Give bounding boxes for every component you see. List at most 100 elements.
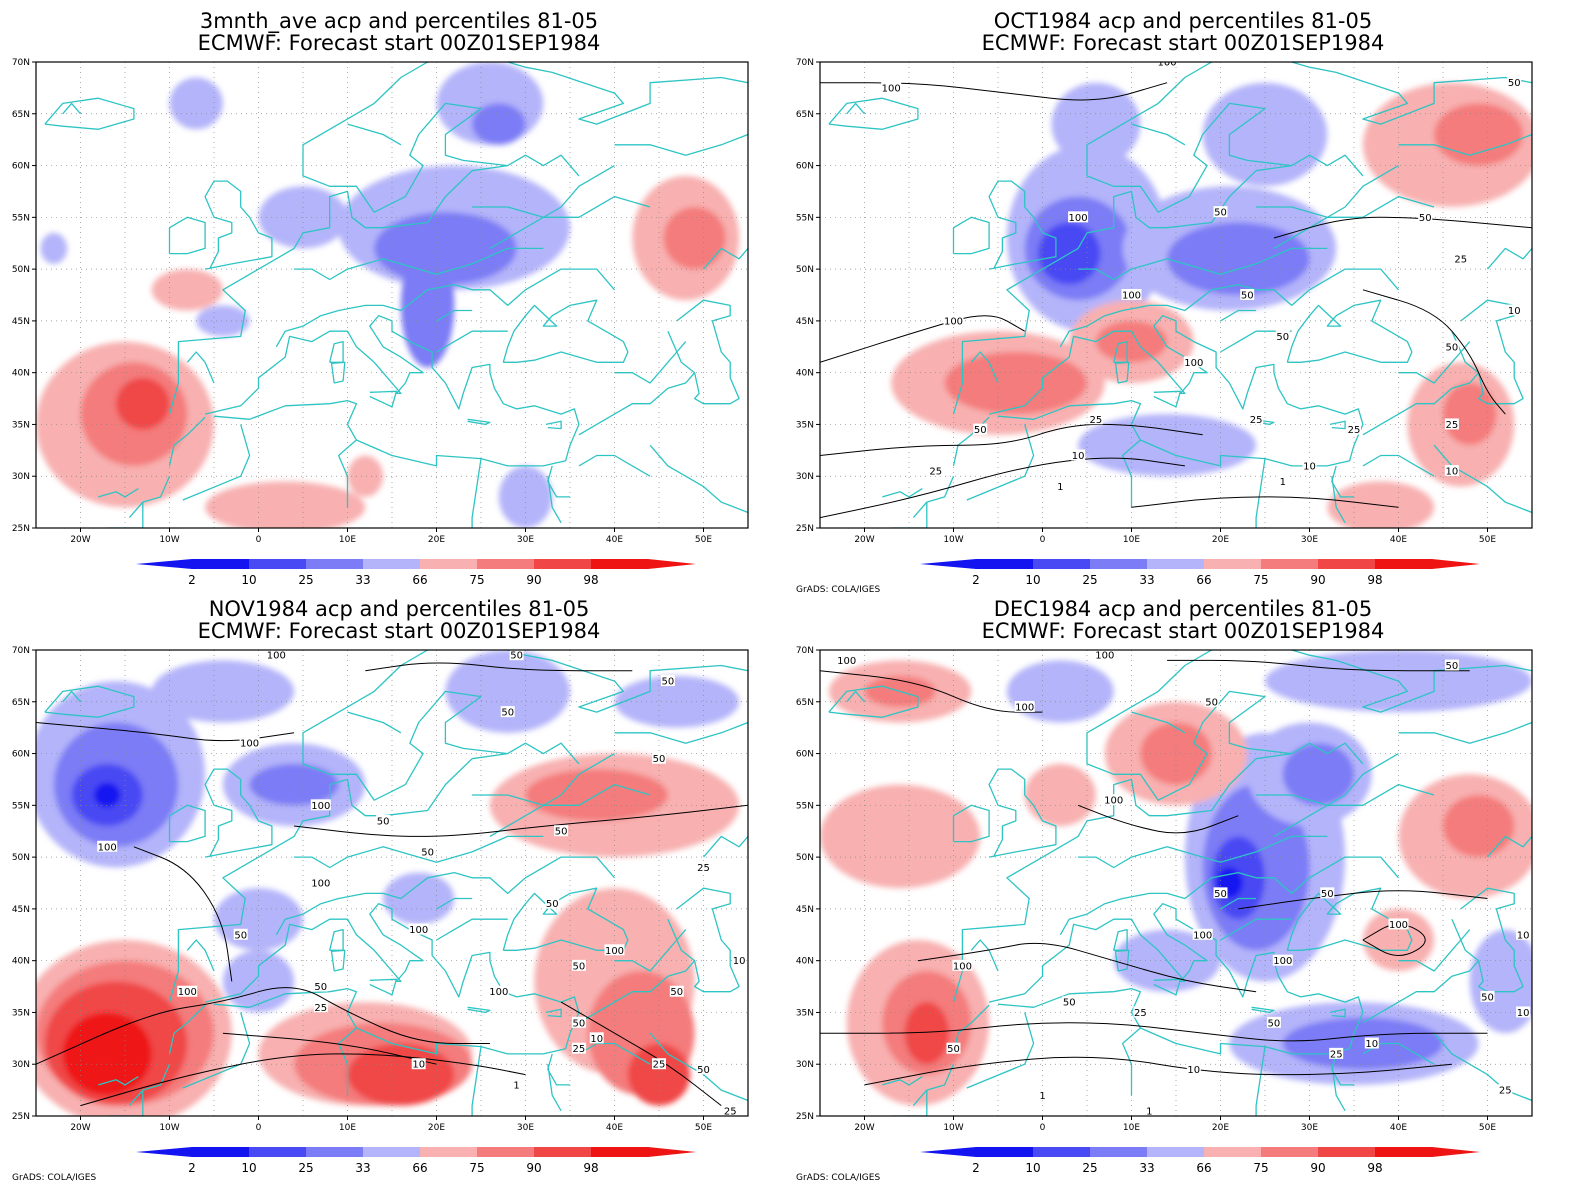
coastline <box>471 458 482 528</box>
percentile-area-25 <box>472 103 526 145</box>
contour-label: 25 <box>1454 254 1467 265</box>
contour-label: 50 <box>670 987 683 998</box>
lon-tick-label: 40E <box>1390 535 1407 545</box>
coastline <box>128 1063 171 1107</box>
legend-swatch-75 <box>477 559 534 569</box>
map-plot: 25N 30N 35N 40N 45N 50N 55N 60N 65N 70N 20W 10W 0 10E… <box>12 58 749 587</box>
coastline <box>1131 711 1186 734</box>
legend-swatch-10 <box>249 559 306 569</box>
percentile-area-25 <box>1282 1017 1443 1070</box>
coastline <box>168 804 206 843</box>
contour-label-bg <box>1204 695 1219 707</box>
coastline <box>1362 372 1480 436</box>
percentile-area-75 <box>1443 794 1515 858</box>
lon-tick-label: 20W <box>70 535 90 545</box>
legend-swatch-90 <box>534 1147 591 1157</box>
contour-label-bg <box>1444 418 1459 430</box>
percentile-area-25 <box>1167 222 1310 295</box>
legend-swatch-33 <box>363 559 420 569</box>
coastline <box>502 299 629 363</box>
contour-label-bg <box>1302 459 1317 471</box>
panel-oct1984: OCT1984 acp and percentiles 81-05 ECMWF:… <box>784 0 1582 598</box>
coastline <box>436 918 508 941</box>
contour-label: 100 <box>953 961 972 972</box>
lon-axis: 20W 10W 0 10E 20E 30E 40E 50E <box>854 1116 1496 1133</box>
contour-label: 50 <box>1321 889 1334 900</box>
coastline <box>1078 835 1328 869</box>
coastline <box>369 390 398 408</box>
lat-tick-label: 25N <box>796 524 814 534</box>
contour-line <box>80 1053 526 1107</box>
coastline <box>1273 165 1399 249</box>
contour-label-bg <box>239 737 260 749</box>
legend-swatch-2 <box>192 559 249 569</box>
percentile-area-25 <box>1282 743 1354 806</box>
lat-tick-label: 25N <box>12 1112 30 1122</box>
percentile-shading <box>36 62 740 528</box>
contour-label: 100 <box>605 946 624 957</box>
contour-label: 10 <box>1517 1008 1530 1019</box>
percentile-area-33 <box>196 305 250 337</box>
contour-label-bg <box>1213 887 1228 899</box>
coastline <box>1329 420 1346 430</box>
contour-label-bg <box>1094 650 1115 661</box>
map-area <box>36 62 748 528</box>
panel-title: NOV1984 acp and percentiles 81-05 <box>208 597 590 621</box>
panel-subtitle: ECMWF: Forecast start 00Z01SEP1984 <box>197 31 601 55</box>
contour-label-bg <box>604 944 625 956</box>
coastline <box>489 165 615 249</box>
coastline <box>1121 1027 1141 1096</box>
legend-label: 90 <box>1310 573 1325 587</box>
percentile-area-33 <box>445 650 570 733</box>
contour-label: 50 <box>546 899 559 910</box>
contour-label: 100 <box>98 842 117 853</box>
contour-label: 100 <box>1122 291 1141 302</box>
legend-label: 66 <box>412 573 427 587</box>
coastline <box>1273 753 1399 837</box>
coastline <box>846 690 865 703</box>
coastline <box>988 768 1057 858</box>
coastline <box>578 372 696 436</box>
legend-arrow-left <box>136 1147 192 1157</box>
legend-label: 25 <box>1082 573 1097 587</box>
lat-tick-label: 60N <box>796 162 814 172</box>
legend-swatch-66 <box>1204 559 1261 569</box>
lat-tick-label: 25N <box>796 1112 814 1122</box>
lon-tick-label: 40E <box>606 1123 623 1133</box>
coastline <box>507 154 580 177</box>
lon-axis: 20W 10W 0 10E 20E 30E 40E 50E <box>70 1116 712 1133</box>
lon-tick-label: 10E <box>1123 535 1140 545</box>
coastline <box>882 1076 923 1086</box>
percentile-area-66 <box>205 481 366 528</box>
contour-line <box>294 804 748 837</box>
contour-label-bg <box>500 706 515 718</box>
coastline <box>1255 1046 1266 1116</box>
contour-label: 25 <box>653 1060 666 1071</box>
coastline <box>545 1008 562 1018</box>
coastline <box>1114 361 1130 384</box>
contour-label: 10 <box>412 1060 425 1071</box>
legend-swatch-75 <box>1261 559 1318 569</box>
coastline <box>547 465 570 498</box>
contour-label: 10 <box>1303 461 1316 472</box>
contour-label-bg <box>512 1078 521 1090</box>
lat-tick-label: 55N <box>796 213 814 223</box>
lat-tick-label: 30N <box>796 1060 814 1070</box>
lon-tick-label: 30E <box>1301 535 1318 545</box>
coastline <box>168 216 206 255</box>
coastline <box>952 216 990 255</box>
coastline <box>912 1063 955 1107</box>
contour-label-bg <box>1038 1089 1047 1101</box>
contour-label: 100 <box>944 316 963 327</box>
legend-swatch-2 <box>976 1147 1033 1157</box>
contour-label-bg <box>943 314 964 326</box>
contour-label-bg <box>1157 62 1178 67</box>
coastline <box>44 685 135 718</box>
legend-arrow-right <box>648 559 696 569</box>
panel-dec1984: DEC1984 acp and percentiles 81-05 ECMWF:… <box>784 588 1582 1186</box>
legend-arrow-right <box>1432 1147 1480 1157</box>
contour-label-bg <box>1071 449 1086 461</box>
legend-swatch-98 <box>591 559 648 569</box>
contour-label: 50 <box>697 1065 710 1076</box>
